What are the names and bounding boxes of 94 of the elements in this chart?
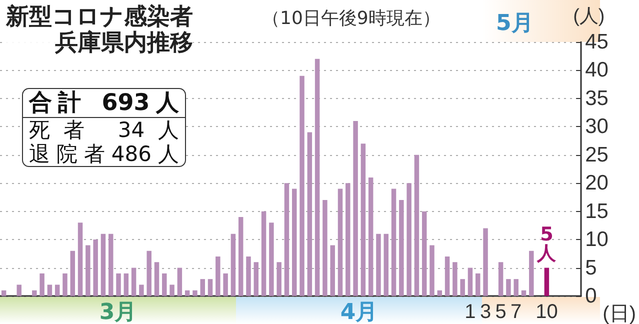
annotation: 死者 34人: [29, 118, 179, 142]
bar: [452, 262, 458, 296]
bar: [40, 273, 44, 296]
bar: [322, 200, 328, 296]
bar: [399, 200, 404, 296]
bar: [422, 211, 427, 296]
bar: [62, 273, 68, 296]
bar: [246, 256, 251, 296]
bar: [330, 245, 335, 296]
bar: [368, 177, 374, 296]
bar: [476, 273, 480, 296]
x-axis-title: (日): [602, 303, 636, 324]
y-tick-label: 10: [585, 228, 608, 252]
bar: [384, 234, 388, 296]
bar: [529, 250, 534, 296]
bar: [184, 290, 190, 296]
x-tick-label: 5: [495, 301, 506, 323]
bar: [406, 183, 412, 296]
bar: [353, 121, 358, 296]
bar: [108, 234, 114, 296]
bar: [460, 279, 465, 296]
bar: [254, 262, 259, 296]
bar: [468, 268, 473, 296]
text: 5月: [496, 10, 534, 38]
data-label: 5人: [536, 223, 558, 264]
bar: [100, 234, 106, 296]
bar: [346, 183, 350, 296]
bar: [307, 132, 312, 296]
bar: [1, 290, 6, 296]
bar: [230, 234, 236, 296]
bar: [93, 240, 98, 296]
annotation: 退院者486人: [29, 142, 179, 166]
bar: [261, 211, 266, 296]
bar: [208, 279, 213, 296]
bar: [223, 273, 228, 296]
bar: [376, 234, 381, 296]
bar: [514, 279, 518, 296]
bar: [16, 284, 22, 296]
bar: [506, 279, 511, 296]
y-tick-label: 45: [585, 30, 608, 54]
bar: [32, 290, 37, 296]
bar: [360, 144, 366, 296]
bar: [414, 154, 420, 296]
bar: [192, 290, 198, 296]
text: （10日午後9時現在）: [262, 6, 440, 30]
bar: [78, 222, 83, 296]
bar: [146, 250, 152, 296]
bar: [292, 188, 297, 296]
bar: [521, 290, 526, 296]
bar: [216, 256, 220, 296]
bar: [300, 76, 304, 296]
y-tick-label: 35: [585, 86, 608, 110]
bar: [47, 284, 52, 296]
y-tick-label: 0: [585, 284, 597, 308]
bar: [86, 245, 90, 296]
bar: [338, 188, 343, 296]
bar: [70, 250, 76, 296]
bar: [437, 290, 442, 296]
bar: [444, 256, 450, 296]
x-tick-label: 1: [464, 301, 476, 323]
y-tick-label: 5: [585, 256, 597, 280]
bar: [54, 284, 60, 296]
bar: [162, 273, 167, 296]
y-tick-label: 30: [585, 115, 608, 138]
y-tick-label: 25: [585, 143, 608, 166]
text: 4月: [340, 300, 378, 324]
bar: [314, 58, 320, 296]
bar: [131, 268, 136, 296]
bar: [200, 279, 205, 296]
bar: [238, 216, 244, 296]
bar: [116, 273, 121, 296]
bar: [276, 262, 282, 296]
bar: [544, 268, 550, 296]
y-tick-label: 40: [585, 58, 608, 82]
bar: [170, 284, 174, 296]
y-tick-label: 20: [585, 172, 608, 195]
bar: [139, 284, 144, 296]
bar: [154, 262, 160, 296]
bar: [430, 245, 434, 296]
x-tick-label: 3: [480, 301, 492, 323]
bar: [124, 273, 129, 296]
bar: [269, 222, 274, 296]
x-tick-label: 7: [510, 301, 522, 323]
y-tick-label: 15: [585, 200, 608, 223]
y-axis-title: (人): [573, 6, 605, 27]
bar: [284, 183, 290, 296]
chart-title: 新型コロナ感染者: [6, 4, 193, 30]
bar: [483, 228, 488, 296]
chart-subtitle: 兵庫県内推移: [54, 30, 193, 56]
x-tick-label: 10: [536, 301, 558, 323]
bar: [391, 188, 396, 296]
bar: [177, 268, 182, 296]
annotation: 合計 693人: [23, 89, 185, 118]
bar: [498, 262, 504, 296]
